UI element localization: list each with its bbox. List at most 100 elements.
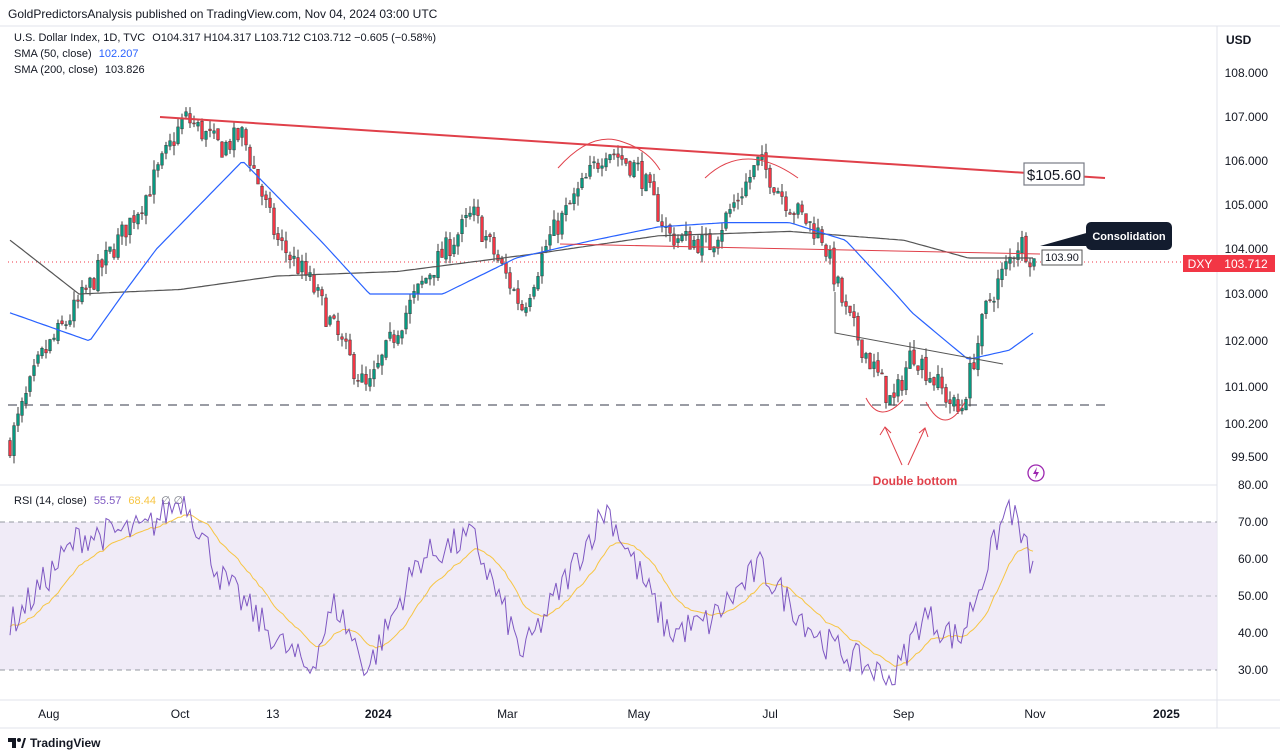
- candles-layer: [8, 107, 1036, 464]
- top-arc-2: [704, 158, 799, 179]
- candle-body: [656, 194, 660, 222]
- candle-body: [156, 164, 160, 171]
- candle-body: [504, 262, 508, 274]
- candle-body: [860, 339, 864, 358]
- candle-body: [684, 231, 688, 236]
- candle-body: [76, 299, 80, 302]
- consolidation-callout[interactable]: [1086, 222, 1172, 250]
- rsi-line: [9, 496, 1034, 687]
- candle-body: [124, 224, 128, 238]
- candle-body: [996, 278, 1000, 300]
- candle-body: [628, 161, 632, 176]
- candle-body: [568, 202, 572, 205]
- candle-body: [468, 212, 472, 217]
- candle-body: [532, 287, 536, 297]
- candle-body: [744, 181, 748, 197]
- candle-body: [900, 380, 904, 391]
- candle-body: [848, 305, 852, 313]
- time-axis-label: 2025: [1153, 707, 1180, 721]
- candle-body: [380, 354, 384, 366]
- time-axis-label: Nov: [1024, 707, 1045, 721]
- price-axis-label: 101.000: [1225, 380, 1269, 394]
- rsi-axis-label: 60.00: [1238, 552, 1268, 566]
- rsi-axis-label: 30.00: [1238, 663, 1268, 677]
- candle-body: [768, 167, 772, 188]
- candle-body: [908, 350, 912, 369]
- candle-body: [36, 354, 40, 364]
- candle-body: [880, 372, 884, 375]
- candle-body: [572, 193, 576, 204]
- symbol-tag-text: DXY: [1188, 257, 1213, 271]
- candle-body: [816, 227, 820, 239]
- candle-body: [180, 118, 184, 130]
- candle-body: [444, 237, 448, 260]
- candle-body: [752, 165, 756, 177]
- candle-body: [580, 178, 584, 188]
- candle-body: [804, 213, 808, 224]
- candle-body: [408, 299, 412, 314]
- candle-body: [84, 287, 88, 290]
- price-axis-label: 107.000: [1225, 110, 1269, 124]
- candle-body: [100, 259, 104, 268]
- candle-body: [68, 320, 72, 325]
- candle-body: [1008, 256, 1012, 264]
- sma200-legend[interactable]: SMA (200, close) 103.826: [14, 64, 145, 76]
- candle-body: [988, 299, 992, 301]
- candle-body: [624, 158, 628, 164]
- candle-body: [732, 202, 736, 208]
- candle-body: [300, 260, 304, 273]
- candle-body: [140, 212, 144, 214]
- candle-body: [168, 140, 172, 147]
- candle-body: [948, 399, 952, 404]
- candle-body: [400, 330, 404, 339]
- tradingview-footer[interactable]: TradingView: [8, 736, 100, 750]
- candle-body: [360, 373, 364, 383]
- time-axis-label: Sep: [893, 707, 915, 721]
- sma200-label: SMA (200, close): [14, 64, 98, 76]
- candle-body: [912, 349, 916, 365]
- candle-body: [984, 300, 988, 314]
- target-box[interactable]: [1023, 162, 1085, 186]
- candle-body: [888, 395, 892, 405]
- candle-body: [432, 274, 436, 278]
- candle-body: [672, 233, 676, 246]
- candle-body: [636, 162, 640, 165]
- candle-body: [28, 376, 32, 392]
- candle-body: [620, 155, 624, 160]
- candle-body: [436, 251, 440, 278]
- current-price-tag: [1217, 255, 1275, 272]
- sma50-legend[interactable]: SMA (50, close) 102.207: [14, 48, 138, 60]
- time-axis-label: 13: [266, 707, 280, 721]
- candle-body: [220, 141, 224, 158]
- candle-body: [312, 274, 316, 293]
- callout-pointer: [1040, 232, 1090, 246]
- resistance-trendline: [159, 116, 1106, 179]
- candle-body: [428, 274, 432, 280]
- bottom-arc-2: [925, 401, 966, 421]
- candle-body: [292, 255, 296, 259]
- candle-body: [12, 425, 16, 456]
- currency-label: USD: [1226, 33, 1252, 47]
- candle-body: [204, 131, 208, 140]
- candle-body: [164, 145, 168, 154]
- candle-body: [372, 369, 376, 380]
- rsi-legend[interactable]: RSI (14, close) 55.57 68.44 ∅ ∅: [14, 494, 183, 507]
- lightning-glyph: [1033, 467, 1039, 479]
- candle-body: [108, 246, 112, 252]
- candle-body: [924, 356, 928, 381]
- sma200-value: 103.826: [104, 64, 145, 76]
- candle-body: [836, 276, 840, 284]
- candle-body: [92, 278, 96, 290]
- sma50-line: [9, 161, 1034, 360]
- candle-body: [484, 235, 488, 241]
- rsi-axis-label: 40.00: [1238, 626, 1268, 640]
- candle-body: [856, 315, 860, 341]
- candle-body: [252, 165, 256, 169]
- candle-body: [208, 128, 212, 131]
- candle-body: [368, 378, 372, 387]
- candle-body: [972, 362, 976, 370]
- candle-body: [936, 374, 940, 388]
- candle-body: [760, 154, 764, 160]
- symbol-legend[interactable]: U.S. Dollar Index, 1D, TVC O104.317 H104…: [14, 32, 436, 44]
